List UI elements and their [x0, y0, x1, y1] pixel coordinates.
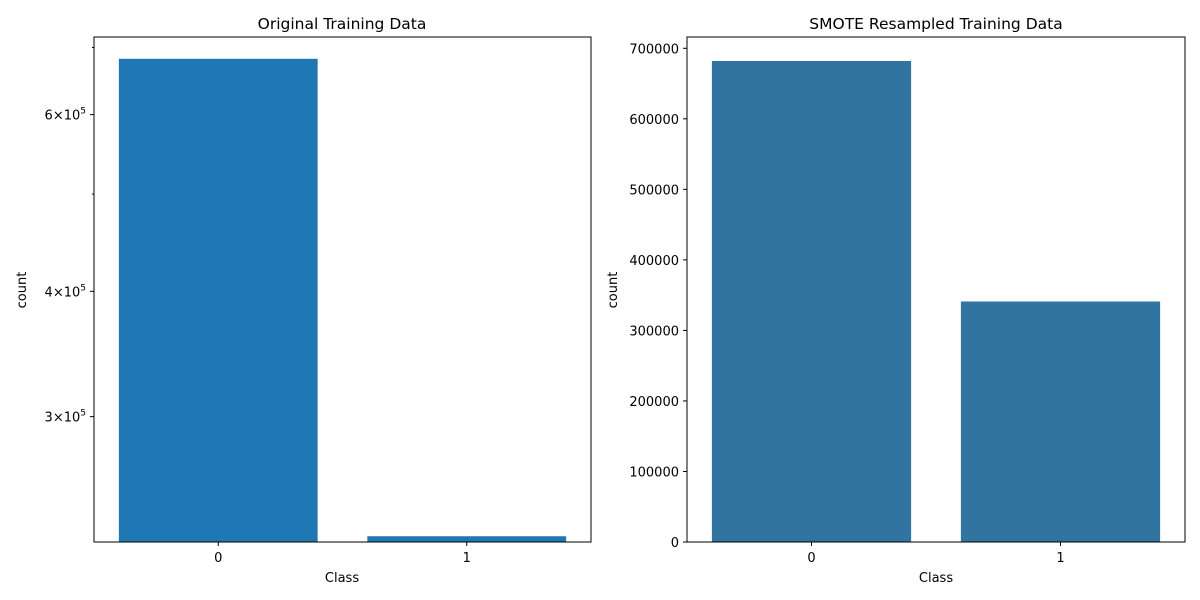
- bars: [118, 58, 567, 542]
- y-tick-label: 300000: [629, 324, 679, 339]
- bar-class-0: [118, 58, 318, 542]
- y-tick-label: 400000: [629, 254, 679, 269]
- plot-frame: [686, 36, 1186, 543]
- y-tick-label: 0: [671, 536, 679, 551]
- x-axis-label: Class: [325, 571, 359, 586]
- bar-class-1: [367, 536, 567, 542]
- y-tick-label: 6×105: [45, 107, 86, 124]
- bar-class-0: [711, 60, 912, 543]
- chart-original-training-data: Original Training Data Class count 6×105…: [15, 15, 592, 586]
- bar-class-1: [960, 301, 1161, 542]
- y-tick-label: 600000: [629, 113, 679, 128]
- chart-title: SMOTE Resampled Training Data: [809, 15, 1062, 33]
- y-tick-label: 100000: [629, 465, 679, 480]
- x-tick-label: 0: [214, 551, 222, 566]
- y-axis-label: count: [15, 272, 30, 309]
- plot-frame: [93, 36, 592, 543]
- y-ticks: 0 100000 200000 300000 400000 500000 600000 700…: [629, 42, 687, 551]
- chart-title: Original Training Data: [258, 15, 427, 33]
- y-tick-label: 4×105: [45, 283, 86, 300]
- y-tick-label: 200000: [629, 395, 679, 410]
- y-ticks: 6×105 4×105 3×105: [45, 46, 94, 426]
- x-tick-label: 1: [1056, 551, 1064, 566]
- y-tick-label: 3×105: [45, 409, 86, 426]
- chart-smote-resampled-training-data: SMOTE Resampled Training Data Class coun…: [606, 15, 1186, 586]
- y-axis-label: count: [606, 272, 621, 309]
- x-axis-label: Class: [919, 571, 953, 586]
- x-tick-label: 1: [463, 551, 471, 566]
- y-tick-label: 700000: [629, 42, 679, 57]
- y-tick-label: 500000: [629, 183, 679, 198]
- x-tick-label: 0: [807, 551, 815, 566]
- bars: [711, 60, 1161, 543]
